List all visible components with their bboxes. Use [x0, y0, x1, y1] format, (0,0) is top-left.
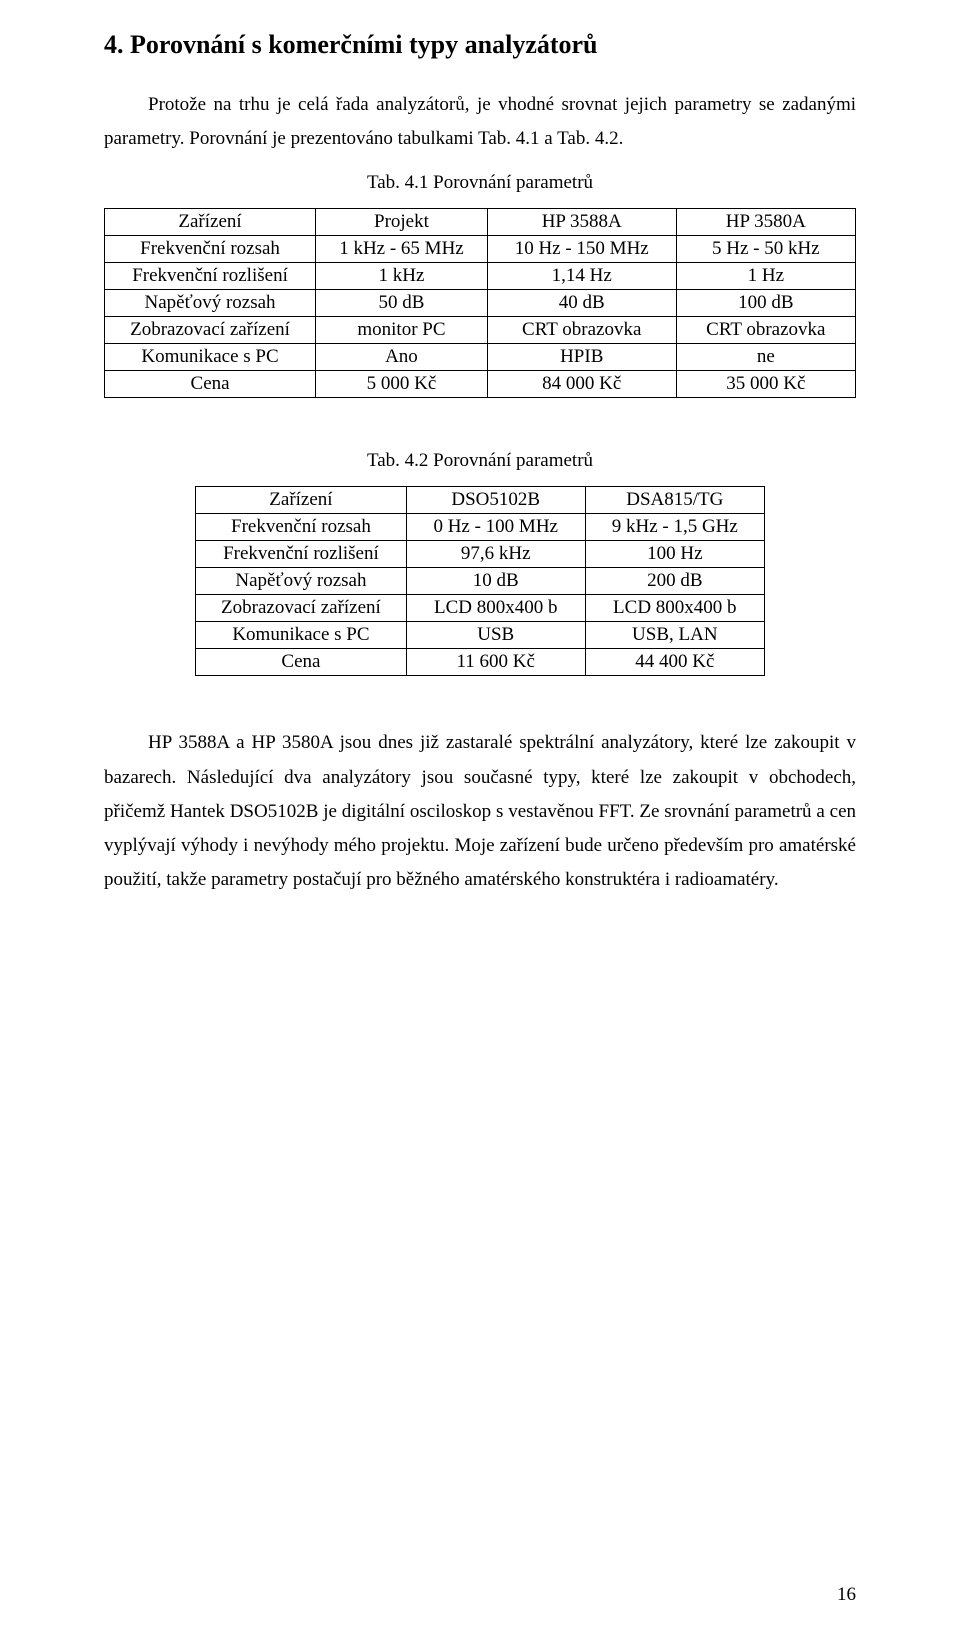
- table-cell: 10 Hz - 150 MHz: [487, 236, 676, 263]
- table-cell: Zobrazovací zařízení: [105, 317, 316, 344]
- table-cell: LCD 800x400 b: [406, 595, 585, 622]
- table-row: Komunikace s PC Ano HPIB ne: [105, 344, 856, 371]
- table-cell: Napěťový rozsah: [196, 568, 407, 595]
- table-cell: 200 dB: [585, 568, 764, 595]
- table-row: Napěťový rozsah 50 dB 40 dB 100 dB: [105, 290, 856, 317]
- table-row: Napěťový rozsah 10 dB 200 dB: [196, 568, 765, 595]
- table-row: Cena 11 600 Kč 44 400 Kč: [196, 649, 765, 676]
- table-cell: 5 000 Kč: [316, 371, 488, 398]
- table-cell: Komunikace s PC: [196, 622, 407, 649]
- table-cell: 84 000 Kč: [487, 371, 676, 398]
- table-row: Zařízení DSO5102B DSA815/TG: [196, 487, 765, 514]
- intro-paragraph: Protože na trhu je celá řada analyzátorů…: [104, 88, 856, 156]
- table-cell: 50 dB: [316, 290, 488, 317]
- table-cell: CRT obrazovka: [487, 317, 676, 344]
- table-cell: 100 dB: [676, 290, 855, 317]
- table-cell: Ano: [316, 344, 488, 371]
- table-cell: 10 dB: [406, 568, 585, 595]
- comparison-table-1: Zařízení Projekt HP 3588A HP 3580A Frekv…: [104, 208, 856, 398]
- table-header-cell: DSO5102B: [406, 487, 585, 514]
- table-header-cell: Projekt: [316, 209, 488, 236]
- section-title: 4. Porovnání s komerčními typy analyzáto…: [104, 30, 856, 60]
- table-cell: 44 400 Kč: [585, 649, 764, 676]
- table-header-cell: Zařízení: [105, 209, 316, 236]
- table-row: Zobrazovací zařízení monitor PC CRT obra…: [105, 317, 856, 344]
- table-cell: LCD 800x400 b: [585, 595, 764, 622]
- table-cell: Frekvenční rozsah: [105, 236, 316, 263]
- page-number: 16: [837, 1584, 856, 1606]
- table-header-cell: Zařízení: [196, 487, 407, 514]
- table1-caption: Tab. 4.1 Porovnání parametrů: [104, 172, 856, 194]
- table-cell: 11 600 Kč: [406, 649, 585, 676]
- table-header-cell: HP 3580A: [676, 209, 855, 236]
- table-cell: Cena: [196, 649, 407, 676]
- table-cell: Komunikace s PC: [105, 344, 316, 371]
- table-cell: Frekvenční rozlišení: [105, 263, 316, 290]
- table-cell: Frekvenční rozlišení: [196, 541, 407, 568]
- table-cell: 1 kHz - 65 MHz: [316, 236, 488, 263]
- table-cell: 1,14 Hz: [487, 263, 676, 290]
- table-header-cell: HP 3588A: [487, 209, 676, 236]
- table-cell: Cena: [105, 371, 316, 398]
- table-cell: Zobrazovací zařízení: [196, 595, 407, 622]
- closing-paragraph: HP 3588A a HP 3580A jsou dnes již zastar…: [104, 726, 856, 897]
- table-cell: 9 kHz - 1,5 GHz: [585, 514, 764, 541]
- table-row: Frekvenční rozlišení 97,6 kHz 100 Hz: [196, 541, 765, 568]
- table-row: Frekvenční rozlišení 1 kHz 1,14 Hz 1 Hz: [105, 263, 856, 290]
- table-row: Frekvenční rozsah 1 kHz - 65 MHz 10 Hz -…: [105, 236, 856, 263]
- table-cell: 5 Hz - 50 kHz: [676, 236, 855, 263]
- table-cell: CRT obrazovka: [676, 317, 855, 344]
- table-row: Zobrazovací zařízení LCD 800x400 b LCD 8…: [196, 595, 765, 622]
- table-cell: 100 Hz: [585, 541, 764, 568]
- table-cell: ne: [676, 344, 855, 371]
- table-cell: 1 Hz: [676, 263, 855, 290]
- table-cell: USB: [406, 622, 585, 649]
- table-row: Zařízení Projekt HP 3588A HP 3580A: [105, 209, 856, 236]
- table-row: Komunikace s PC USB USB, LAN: [196, 622, 765, 649]
- table-cell: 1 kHz: [316, 263, 488, 290]
- table-cell: Napěťový rozsah: [105, 290, 316, 317]
- table-row: Frekvenční rozsah 0 Hz - 100 MHz 9 kHz -…: [196, 514, 765, 541]
- table-header-cell: DSA815/TG: [585, 487, 764, 514]
- table-cell: HPIB: [487, 344, 676, 371]
- table-cell: 97,6 kHz: [406, 541, 585, 568]
- table-cell: 40 dB: [487, 290, 676, 317]
- table-cell: 35 000 Kč: [676, 371, 855, 398]
- table-cell: USB, LAN: [585, 622, 764, 649]
- table-row: Cena 5 000 Kč 84 000 Kč 35 000 Kč: [105, 371, 856, 398]
- table-cell: Frekvenční rozsah: [196, 514, 407, 541]
- table-cell: 0 Hz - 100 MHz: [406, 514, 585, 541]
- table2-caption: Tab. 4.2 Porovnání parametrů: [104, 450, 856, 472]
- comparison-table-2: Zařízení DSO5102B DSA815/TG Frekvenční r…: [195, 486, 765, 676]
- table-cell: monitor PC: [316, 317, 488, 344]
